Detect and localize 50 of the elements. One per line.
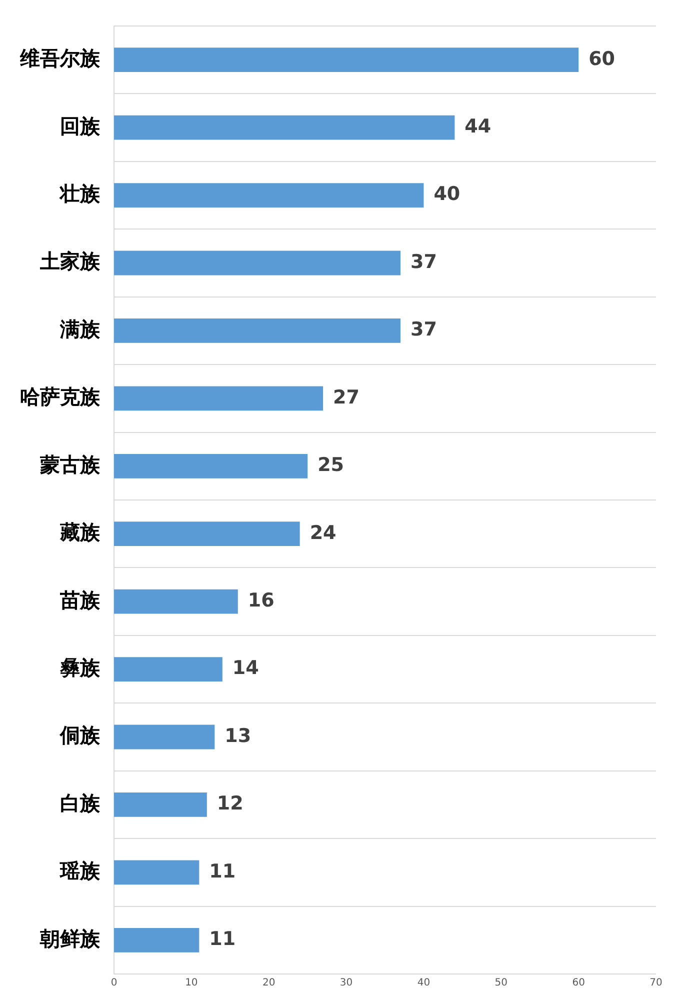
data-label: 25 <box>318 454 344 476</box>
x-tick-label: 20 <box>262 978 276 989</box>
bar <box>114 318 400 343</box>
data-label: 16 <box>248 590 274 612</box>
bar <box>114 522 300 546</box>
data-label: 24 <box>310 522 336 544</box>
data-label: 27 <box>333 386 360 408</box>
data-label: 37 <box>410 250 437 273</box>
data-label: 13 <box>224 724 252 747</box>
y-tick-label: 维吾尔族 <box>19 46 101 70</box>
data-label: 11 <box>209 928 236 950</box>
bar <box>114 724 215 750</box>
y-tick-label: 侗族 <box>59 723 101 748</box>
y-tick-label: 哈萨克族 <box>20 384 101 409</box>
data-label: 14 <box>232 657 259 680</box>
x-tick-label: 60 <box>572 978 585 989</box>
y-tick-label: 苗族 <box>59 588 101 612</box>
y-tick-label: 瑶族 <box>59 858 101 883</box>
data-label: 44 <box>464 116 492 138</box>
x-tick-label: 30 <box>340 978 353 989</box>
x-tick-label: 0 <box>110 978 118 989</box>
y-tick-label: 藏族 <box>59 520 101 544</box>
data-label: 12 <box>216 792 244 815</box>
y-tick-label: 壮族 <box>58 181 101 206</box>
x-tick-label: 10 <box>185 978 198 989</box>
bar <box>114 183 424 208</box>
y-tick-label: 蒙古族 <box>39 452 101 476</box>
y-tick-label: 满族 <box>59 316 101 341</box>
y-tick-label: 朝鲜族 <box>39 926 101 950</box>
bar <box>114 589 238 614</box>
bar <box>114 454 308 478</box>
y-tick-label: 白族 <box>60 790 101 815</box>
x-tick-label: 50 <box>494 978 508 989</box>
bar <box>114 386 324 411</box>
data-label: 60 <box>588 48 616 70</box>
y-tick-label: 彝族 <box>59 655 101 680</box>
x-tick-label: 70 <box>650 978 662 989</box>
bar <box>114 115 455 140</box>
bar <box>114 928 200 952</box>
y-tick-label: 回族 <box>60 114 101 138</box>
data-label: 11 <box>209 860 236 882</box>
bar <box>114 860 200 885</box>
x-tick-label: 40 <box>417 978 430 989</box>
bar <box>114 657 222 682</box>
bar <box>114 250 400 276</box>
y-tick-label: 土家族 <box>39 249 101 274</box>
data-label: 37 <box>410 318 437 341</box>
bar <box>114 48 579 72</box>
data-label: 40 <box>434 183 460 206</box>
bar <box>114 792 207 817</box>
